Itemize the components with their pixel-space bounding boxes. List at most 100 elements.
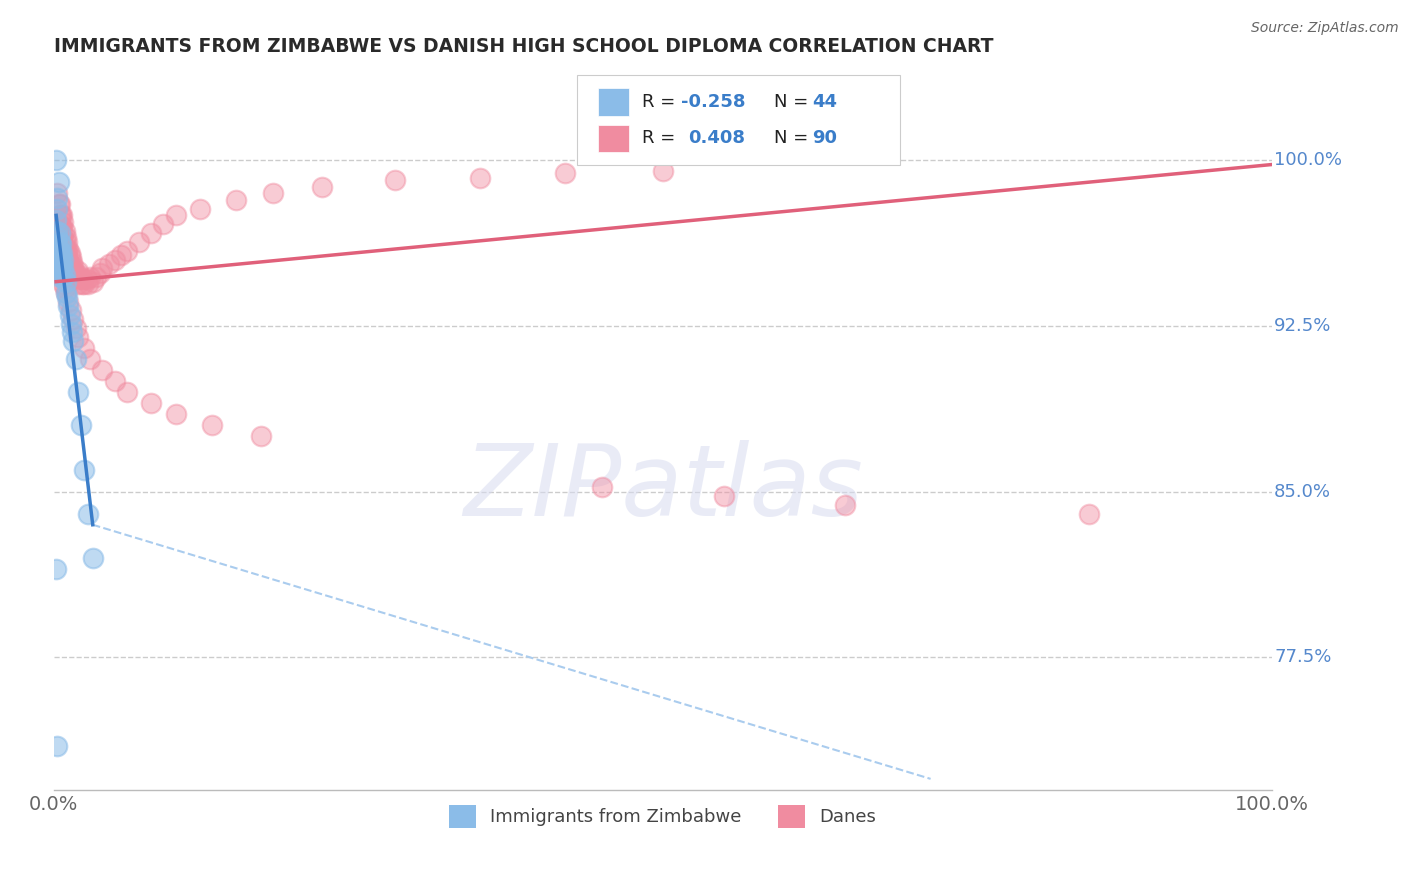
Point [66, 272, 89, 286]
Point [82, 275, 104, 289]
Point [69, 418, 91, 433]
Point [56, 235, 79, 249]
Point [48, 197, 70, 211]
Text: IMMIGRANTS FROM ZIMBABWE VS DANISH HIGH SCHOOL DIPLOMA CORRELATION CHART: IMMIGRANTS FROM ZIMBABWE VS DANISH HIGH … [53, 37, 993, 56]
Point [56, 246, 79, 260]
Point [56, 290, 79, 304]
Point [311, 179, 333, 194]
Point [45, 562, 67, 576]
Point [86, 270, 108, 285]
Point [834, 498, 856, 512]
Point [55, 285, 77, 300]
Point [67, 263, 90, 277]
Point [62, 270, 84, 285]
Point [49, 252, 72, 267]
Point [53, 246, 76, 260]
Point [53, 235, 76, 249]
Text: 90: 90 [813, 129, 838, 147]
Point [165, 407, 187, 421]
Point [384, 173, 406, 187]
Point [79, 351, 101, 366]
Point [48, 259, 70, 273]
Point [53, 224, 76, 238]
Point [82, 550, 104, 565]
Point [58, 308, 80, 322]
Point [62, 334, 84, 349]
Point [554, 166, 576, 180]
Point [141, 226, 163, 240]
Point [45, 212, 67, 227]
Point [70, 277, 93, 291]
Point [249, 429, 271, 443]
Point [46, 237, 69, 252]
Point [49, 226, 72, 240]
Point [49, 257, 72, 271]
Point [52, 252, 75, 267]
Point [58, 246, 80, 260]
Point [45, 153, 67, 168]
Point [49, 261, 72, 276]
Point [49, 208, 72, 222]
Point [76, 272, 98, 286]
Point [46, 224, 69, 238]
Point [49, 263, 72, 277]
Point [104, 252, 127, 267]
Point [468, 170, 491, 185]
Point [52, 237, 75, 252]
Point [52, 261, 75, 276]
Point [59, 251, 82, 265]
Point [110, 248, 132, 262]
Point [67, 268, 90, 282]
Point [60, 266, 83, 280]
Point [59, 303, 82, 318]
Text: 44: 44 [813, 93, 838, 111]
Point [91, 261, 114, 276]
Point [651, 164, 673, 178]
Point [49, 270, 72, 285]
Point [51, 230, 73, 244]
Point [141, 396, 163, 410]
Text: Source: ZipAtlas.com: Source: ZipAtlas.com [1251, 21, 1399, 36]
Point [59, 261, 82, 276]
Point [49, 197, 72, 211]
Text: 0.408: 0.408 [689, 129, 745, 147]
Bar [598, 88, 628, 116]
Text: 92.5%: 92.5% [1274, 317, 1331, 334]
Point [51, 219, 73, 234]
FancyBboxPatch shape [578, 75, 900, 165]
Text: 77.5%: 77.5% [1274, 648, 1331, 666]
Point [72, 272, 94, 286]
Point [1077, 507, 1099, 521]
Point [115, 244, 138, 258]
Legend: Immigrants from Zimbabwe, Danes: Immigrants from Zimbabwe, Danes [441, 798, 883, 835]
Point [76, 507, 98, 521]
Point [152, 217, 174, 231]
Point [91, 363, 114, 377]
Point [73, 341, 96, 355]
Point [49, 208, 72, 222]
Point [55, 242, 77, 256]
Point [48, 254, 70, 268]
Point [51, 208, 73, 222]
Point [62, 312, 84, 326]
Text: R =: R = [643, 93, 681, 111]
Point [46, 230, 69, 244]
Point [58, 294, 80, 309]
Point [65, 321, 87, 335]
Text: R =: R = [643, 129, 686, 147]
Point [49, 244, 72, 258]
Point [65, 351, 87, 366]
Point [53, 268, 76, 282]
Point [67, 385, 90, 400]
Point [48, 251, 70, 265]
Point [48, 242, 70, 256]
Point [49, 219, 72, 234]
Point [76, 277, 98, 291]
Point [49, 237, 72, 252]
Point [201, 418, 224, 433]
Text: N =: N = [773, 129, 814, 147]
Point [591, 480, 613, 494]
Point [115, 385, 138, 400]
Point [58, 252, 80, 267]
Point [225, 193, 247, 207]
